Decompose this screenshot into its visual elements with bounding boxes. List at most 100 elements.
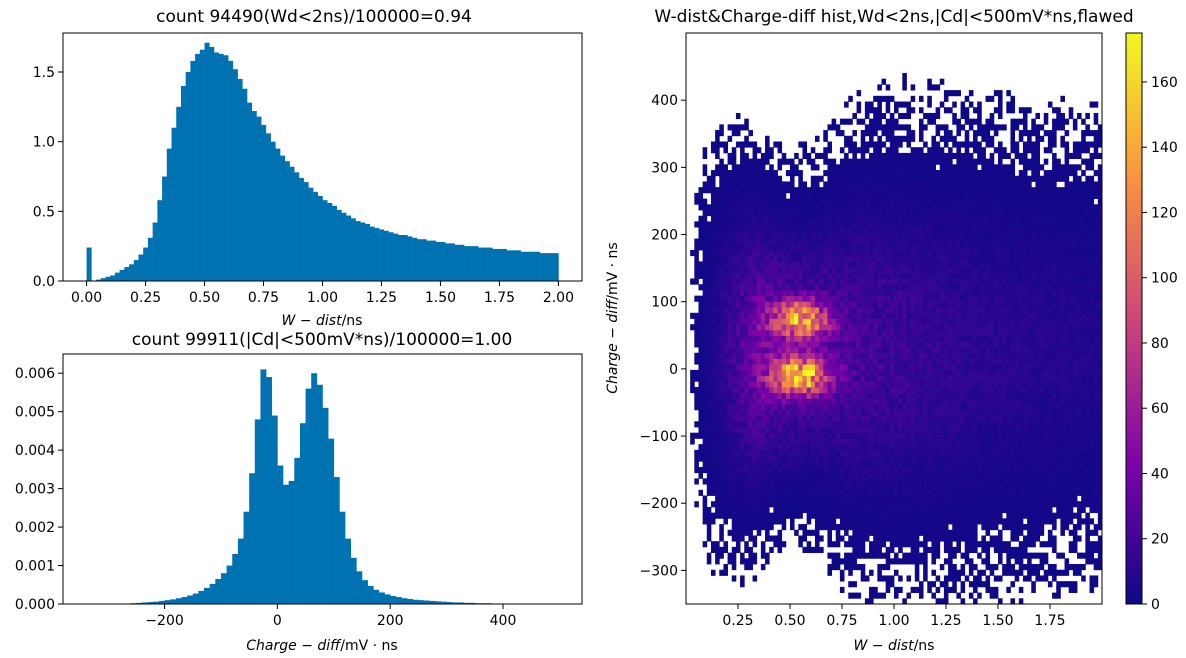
heatmap-cell [943, 581, 949, 588]
heatmap-cell [852, 546, 857, 554]
heatmap-cell [765, 489, 770, 496]
heatmap-cell [839, 341, 845, 348]
heatmap-cell [839, 187, 845, 194]
heatmap-cell [835, 267, 841, 274]
histogram-bar [143, 247, 149, 281]
heatmap-cell [752, 341, 758, 348]
heatmap-cell [931, 387, 936, 394]
heatmap-cell [748, 335, 753, 342]
heatmap-cell [781, 232, 787, 239]
heatmap-cell [731, 164, 737, 171]
heatmap-cell [914, 392, 920, 399]
heatmap-cell [923, 421, 928, 428]
heatmap-cell [927, 204, 932, 211]
heatmap-cell [935, 278, 941, 285]
heatmap-cell [914, 192, 920, 199]
heatmap-cell [931, 581, 936, 588]
heatmap-cell [918, 392, 924, 399]
heatmap-cell [790, 484, 795, 491]
heatmap-cell [935, 529, 941, 536]
heatmap-cell [914, 495, 920, 502]
heatmap-cell [781, 444, 787, 451]
heatmap-cell [702, 147, 708, 154]
heatmap-cell [918, 312, 924, 319]
heatmap-cell [723, 318, 728, 325]
heatmap-cell [790, 284, 795, 291]
heatmap-cell [727, 221, 733, 228]
heatmap-cell [814, 392, 820, 399]
heatmap-cell [852, 147, 857, 154]
heatmap-cell [760, 387, 766, 394]
heatmap-cell [948, 364, 953, 371]
heatmap-cell [869, 518, 874, 525]
heatmap-cell [735, 352, 741, 359]
heatmap-cell [881, 112, 887, 120]
heatmap-cell [727, 392, 733, 399]
heatmap-cell [740, 261, 745, 268]
heatmap-cell [885, 575, 891, 582]
heatmap-cell [885, 329, 891, 337]
heatmap-cell [819, 272, 824, 279]
heatmap-cell [952, 307, 957, 314]
heatmap-cell [785, 215, 791, 222]
heatmap-cell [748, 227, 753, 234]
heatmap-cell [740, 295, 745, 302]
heatmap-cell [906, 267, 912, 274]
heatmap-cell [765, 535, 770, 542]
heatmap-cell [810, 501, 816, 508]
heatmap-cell [927, 267, 932, 274]
heatmap-cell [810, 421, 816, 428]
heatmap-cell [952, 369, 957, 376]
heatmap-cell [927, 535, 932, 542]
heatmap-cell [877, 409, 882, 416]
heatmap-cell [935, 170, 941, 177]
heatmap-cell [756, 404, 762, 411]
heatmap-cell [906, 112, 912, 120]
heatmap-cell [744, 244, 749, 251]
heatmap-cell [931, 466, 936, 474]
heatmap-cell [914, 501, 920, 508]
heatmap-cell [885, 147, 891, 154]
heatmap-cell [710, 244, 716, 251]
heatmap-cell [798, 387, 803, 394]
heatmap-cell [902, 72, 907, 80]
heatmap-cell [839, 438, 845, 445]
heatmap-cell [877, 501, 882, 508]
heatmap-cell [744, 546, 749, 554]
heatmap-cell [948, 518, 953, 525]
heatmap-cell [873, 187, 878, 194]
heatmap-cell [735, 175, 741, 182]
heatmap-cell [869, 398, 874, 405]
heatmap-cell [769, 324, 774, 331]
heatmap-cell [931, 484, 936, 491]
heatmap-cell [802, 461, 808, 468]
heatmap-cell [906, 415, 912, 422]
heatmap-cell [831, 318, 837, 325]
heatmap-cell [835, 307, 841, 314]
heatmap-cell [727, 558, 733, 565]
histogram-bar [138, 254, 144, 281]
heatmap-cell [960, 415, 966, 422]
heatmap-cell [723, 278, 728, 285]
heatmap-cell [760, 301, 766, 308]
heatmap-cell [885, 398, 891, 405]
heatmap-cell [731, 158, 737, 165]
heatmap-cell [873, 472, 878, 479]
heatmap-cell [806, 404, 812, 411]
heatmap-cell [956, 484, 961, 491]
heatmap-cell [773, 375, 778, 382]
heatmap-cell [898, 101, 903, 108]
heatmap-cell [877, 284, 882, 291]
histogram-bar [213, 52, 219, 282]
heatmap-cell [956, 535, 961, 542]
heatmap-cell [740, 381, 745, 388]
heatmap-cell [852, 552, 857, 559]
heatmap-cell [914, 198, 920, 205]
heatmap-cell [748, 369, 753, 376]
heatmap-cell [956, 244, 961, 251]
heatmap-cell [852, 112, 857, 120]
heatmap-cell [923, 164, 928, 171]
heatmap-cell [889, 198, 895, 205]
heatmap-cell [964, 267, 970, 274]
heatmap-cell [906, 529, 912, 536]
